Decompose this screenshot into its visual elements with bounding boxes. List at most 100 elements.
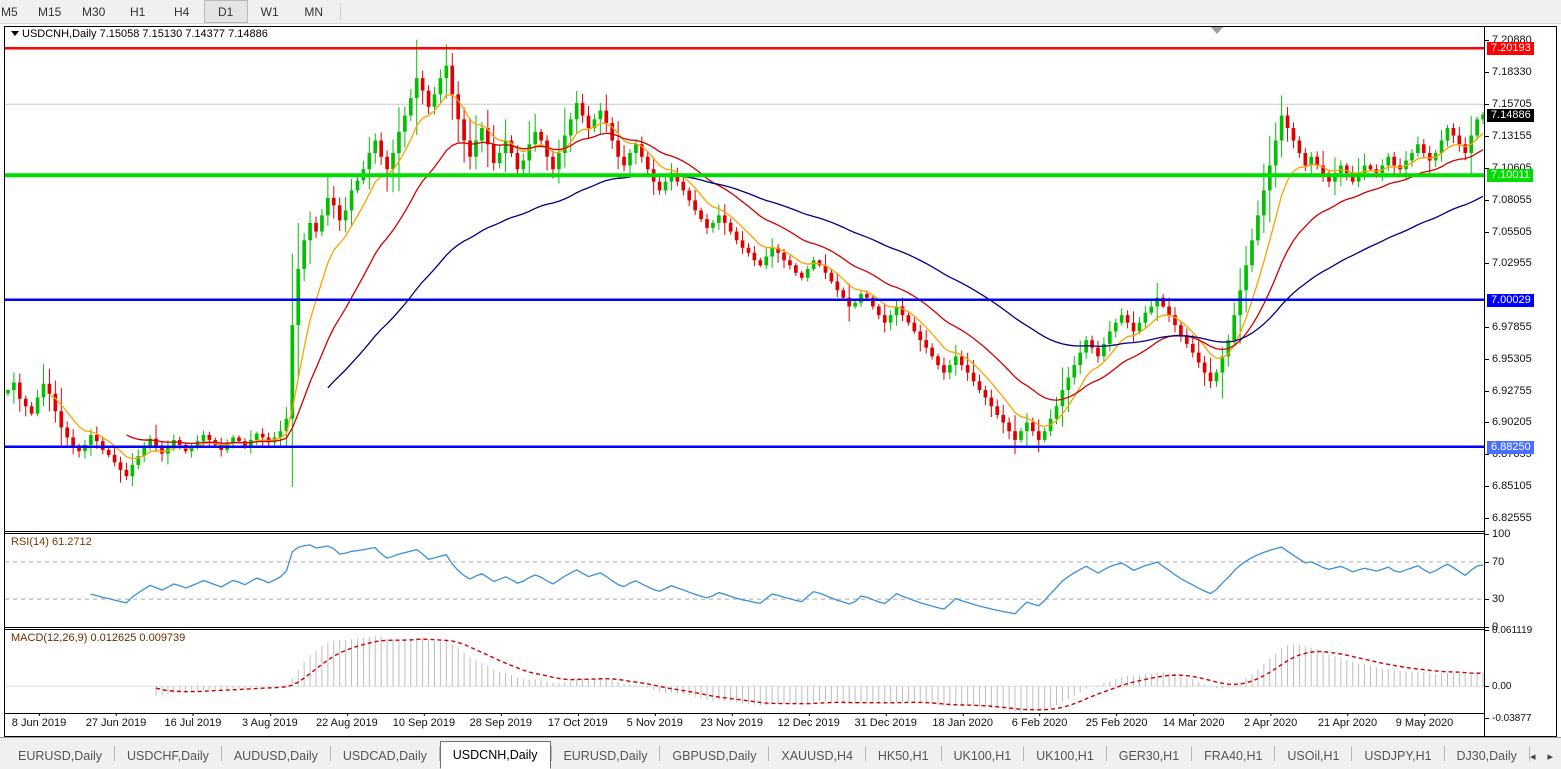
chart-tab-usdjpy-h1[interactable]: USDJPY,H1 [1364, 749, 1432, 763]
candle-body [53, 393, 58, 412]
candle-body [533, 131, 538, 145]
candle-body [1042, 431, 1047, 440]
chart-tab-usoil-h1[interactable]: USOil,H1 [1287, 749, 1340, 763]
macd-indicator-pane[interactable]: MACD(12,26,9) 0.012625 0.009739 [5, 630, 1484, 722]
timeframe-button-h1[interactable]: H1 [130, 4, 146, 19]
candle-body [260, 433, 265, 438]
candle-body [1410, 153, 1414, 161]
chart-tab-fra40-h1[interactable]: FRA40,H1 [1204, 749, 1263, 763]
price-chart-pane[interactable]: USDCNH,Daily 7.15058 7.15130 7.14377 7.1… [5, 27, 1484, 531]
price-axis-tick: 6.85105 [1485, 481, 1532, 492]
price-badge[interactable]: 6.88250 [1487, 440, 1534, 454]
chart-top-marker-icon [1211, 27, 1223, 34]
candle-body [480, 128, 484, 141]
candle-body [124, 469, 129, 477]
candle-body [900, 306, 905, 316]
candle-body [12, 382, 16, 391]
chart-tab-uk100-h1[interactable]: UK100,H1 [1036, 749, 1094, 763]
candle-body [948, 365, 952, 373]
price-axis-tick: 6.90205 [1485, 417, 1532, 428]
candle-body [1161, 297, 1165, 307]
candle-body [586, 115, 591, 129]
tab-divider [438, 746, 440, 761]
candle-body [580, 103, 585, 116]
chart-tab-uk100-h1[interactable]: UK100,H1 [953, 749, 1012, 763]
candle-body [403, 115, 407, 132]
candle-body [1190, 343, 1195, 353]
candle-body [705, 219, 709, 228]
date-axis-tick: 27 Jun 2019 [85, 713, 147, 729]
price-badge[interactable]: 7.20193 [1487, 42, 1534, 56]
chart-tab-hk50-h1[interactable]: HK50,H1 [877, 749, 929, 763]
chart-tab-usdcad-daily[interactable]: USDCAD,Daily [342, 749, 427, 763]
candle-body [1131, 322, 1136, 332]
date-axis-tick: 8 Jun 2019 [11, 713, 67, 729]
tab-divider [1274, 746, 1276, 761]
timeframe-toolbar[interactable]: M5 M15 M30 H1 H4 D1 W1 MN [0, 0, 1561, 24]
candle-body [770, 247, 774, 257]
price-axis-tick: 7.10605 [1485, 162, 1532, 174]
date-axis-tick: 23 Nov 2019 [700, 713, 763, 729]
candle-body [1102, 343, 1106, 357]
candle-body [989, 397, 994, 407]
price-badge[interactable]: 7.10011 [1487, 169, 1533, 183]
price-axis-tick: 6.82555 [1485, 512, 1532, 524]
price-axis-tick: 7.05505 [1485, 226, 1532, 238]
candle-body [876, 306, 881, 316]
candle-body [373, 140, 378, 153]
candle-body [497, 153, 502, 163]
candle-body [326, 197, 330, 216]
candle-body [1054, 406, 1059, 419]
chart-tab-gbpusd-daily[interactable]: GBPUSD,Daily [672, 749, 757, 763]
chart-tab-eurusd-daily[interactable]: EURUSD,Daily [18, 749, 103, 763]
chart-tab-usdchf-daily[interactable]: USDCHF,Daily [126, 749, 209, 763]
candle-body [539, 131, 543, 141]
tab-scroll-left-icon[interactable]: ◂ [1529, 750, 1536, 763]
timeframe-button-m5[interactable]: M5 [1, 4, 18, 19]
timeframe-button-m15[interactable]: M15 [38, 4, 62, 19]
candle-body [1107, 331, 1112, 344]
timeframe-button-mn[interactable]: MN [304, 4, 323, 19]
collapse-triangle-icon[interactable] [11, 31, 19, 36]
candle-body [148, 438, 152, 448]
candle-body [1386, 156, 1391, 166]
tab-scroll-controls[interactable]: ◂ ▸ [1530, 743, 1561, 769]
tab-divider [864, 746, 866, 761]
chart-tab-eurusd-daily[interactable]: EURUSD,Daily [563, 749, 648, 763]
candle-body [1149, 306, 1154, 313]
timeframe-button-h4[interactable]: H4 [174, 4, 190, 19]
candle-body [237, 437, 241, 442]
chart-window[interactable]: USDCNH,Daily 7.15058 7.15130 7.14377 7.1… [4, 26, 1557, 737]
chart-ohlc-text: USDCNH,Daily 7.15058 7.15130 7.14377 7.1… [22, 28, 268, 40]
chart-tab-xauusd-h4[interactable]: XAUUSD,H4 [781, 749, 853, 763]
chart-tab-bar[interactable]: EURUSD,Daily USDCHF,Daily AUDUSD,Daily USDC… [0, 737, 1561, 769]
candle-body [811, 260, 816, 270]
candle-body [1196, 352, 1201, 363]
date-axis[interactable]: 8 Jun 2019 27 Jun 2019 16 Jul 2019 3 Aug 20… [5, 713, 1484, 736]
candle-body [823, 265, 828, 273]
candle-body [385, 156, 389, 170]
timeframe-button-d1[interactable]: D1 [203, 0, 248, 23]
price-axis-tick: 6.95305 [1485, 353, 1532, 365]
chart-tab-dj30-daily[interactable]: DJ30,Daily [1456, 749, 1517, 763]
date-axis-tick: 18 Jan 2020 [932, 713, 993, 729]
timeframe-button-w1[interactable]: W1 [260, 4, 279, 19]
candle-body [112, 454, 117, 463]
price-badge[interactable]: 7.14886 [1487, 108, 1534, 122]
date-axis-tick: 10 Sep 2019 [392, 713, 456, 729]
price-badge[interactable]: 7.00029 [1487, 293, 1534, 307]
candle-body [853, 302, 857, 307]
chart-tab-usdcnh-daily[interactable]: USDCNH,Daily [439, 741, 551, 769]
tab-divider [220, 746, 222, 761]
timeframe-button-m30[interactable]: M30 [82, 4, 106, 19]
chart-tab-ger30-h1[interactable]: GER30,H1 [1118, 749, 1180, 763]
tab-scroll-right-icon[interactable]: ▸ [1547, 750, 1553, 763]
rsi-axis-tick: 0 [1485, 622, 1498, 633]
price-axis[interactable]: 7.20880 7.18330 7.15705 7.13155 7.10605 7.080… [1484, 27, 1556, 736]
date-axis-tick: 25 Feb 2020 [1085, 713, 1148, 729]
date-axis-tick: 14 Mar 2020 [1162, 713, 1225, 729]
candle-body [805, 269, 810, 278]
candle-body [1214, 372, 1219, 382]
rsi-indicator-pane[interactable]: RSI(14) 61.2712 [5, 534, 1484, 627]
chart-tab-audusd-daily[interactable]: AUDUSD,Daily [233, 749, 318, 763]
